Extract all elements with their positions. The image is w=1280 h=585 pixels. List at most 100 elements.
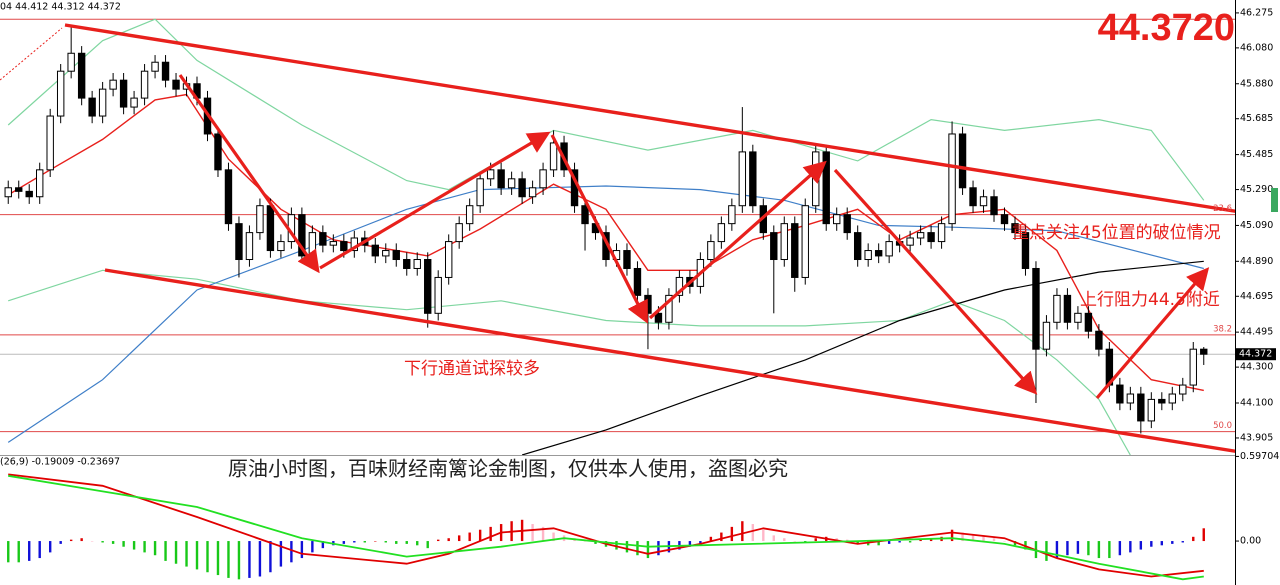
macd-bar — [919, 539, 922, 542]
macd-bar — [552, 532, 555, 542]
macd-bar — [185, 541, 188, 567]
candle-body — [822, 151, 830, 225]
candle-layer — [4, 26, 1208, 434]
y-tick-label: 44.100 — [1240, 397, 1273, 408]
candle-body — [958, 133, 967, 189]
chart-title: 44.3720 — [1098, 7, 1235, 49]
macd-layer — [7, 473, 1205, 581]
candle-body — [266, 205, 275, 252]
macd-bar — [657, 541, 660, 556]
macd-bar — [28, 541, 31, 561]
candle-body — [1063, 294, 1072, 323]
annotation: 上行阻力44.5附近 — [1080, 290, 1220, 310]
macd-bar — [164, 541, 167, 561]
candle-body — [497, 169, 505, 189]
macd-bar — [1045, 541, 1048, 561]
scroll-marker — [1271, 188, 1278, 212]
candle-body — [916, 232, 925, 239]
candle-body — [340, 241, 348, 252]
macd-bar — [101, 541, 104, 543]
channel-upper — [64, 23, 1235, 213]
macd-bar — [646, 541, 650, 559]
macd-bar — [887, 541, 891, 544]
macd-bar — [48, 541, 52, 553]
candle-body — [56, 70, 65, 117]
price-tag-label: 44.372 — [1239, 349, 1272, 360]
annotation: 重点关注45位置的破位情况 — [1012, 223, 1221, 243]
candle-body — [539, 169, 547, 189]
y-tick-label: 45.485 — [1240, 149, 1273, 160]
macd-bar — [206, 541, 209, 573]
candle-body — [308, 232, 317, 257]
macd-bar — [122, 541, 125, 547]
candle-body — [392, 250, 400, 261]
macd-bar — [688, 541, 692, 547]
macd-bar — [153, 541, 157, 556]
candle-body — [549, 142, 558, 171]
candle-body — [1147, 398, 1156, 422]
candle-body — [235, 223, 243, 261]
macd-bar — [982, 535, 985, 542]
info: 04 44.412 44.312 44.372 — [0, 2, 121, 13]
macd-bar — [279, 541, 283, 567]
candle-body — [1126, 393, 1135, 404]
candle-body — [434, 276, 442, 314]
macd-bar — [971, 533, 975, 542]
candle-body — [256, 205, 264, 234]
candle-body — [738, 151, 747, 207]
y-tick-label: 44.695 — [1240, 291, 1273, 302]
candle-body — [140, 70, 149, 99]
macd-bar — [531, 524, 534, 542]
macd-bar — [950, 529, 954, 542]
macd-bar — [478, 529, 482, 542]
macd-bar — [395, 541, 398, 544]
candle-body — [109, 79, 117, 90]
macd-tick-label: 0.59704 — [1240, 451, 1279, 462]
candle-body — [833, 214, 841, 225]
candle-body — [843, 214, 851, 234]
macd-bar — [227, 541, 230, 578]
macd-bar — [384, 541, 387, 543]
candle-body — [224, 169, 233, 225]
macd-bar — [132, 541, 136, 550]
macd-bar — [269, 541, 272, 573]
macd-bar — [1171, 541, 1174, 544]
macd-bar — [699, 541, 702, 544]
macd-bar — [437, 539, 440, 542]
macd-bar — [416, 541, 419, 546]
candle-body — [675, 276, 684, 296]
macd-bar — [1202, 528, 1205, 542]
candle-body — [277, 241, 285, 252]
y-tick-label: 45.685 — [1240, 113, 1273, 124]
candle-body — [1032, 267, 1040, 350]
candle-body — [1200, 348, 1208, 355]
y-tick-label: 44.300 — [1240, 362, 1273, 373]
candle-body — [969, 187, 977, 207]
level-label: 38.2 — [1213, 324, 1232, 334]
macd-bar — [311, 541, 314, 553]
macd-bar — [762, 529, 765, 542]
candle-body — [382, 250, 390, 257]
macd-bar — [468, 532, 471, 542]
macd-bar — [720, 532, 723, 542]
macd-bar — [783, 538, 786, 542]
macd-line — [8, 473, 1204, 578]
candle-body — [15, 187, 23, 192]
y-tick-label: 43.905 — [1240, 432, 1273, 443]
candle-body — [486, 169, 495, 180]
macd-bar — [1087, 541, 1090, 556]
macd-bar — [489, 526, 492, 542]
candle-body — [67, 52, 75, 72]
macd-bar — [625, 541, 629, 553]
y-tick-label: 44.495 — [1240, 327, 1273, 338]
price-tag — [1236, 348, 1276, 361]
macd-bar — [374, 541, 377, 542]
candle-body — [1021, 232, 1030, 269]
arrow — [550, 134, 648, 324]
macd-bar — [69, 539, 73, 542]
channel-lower — [104, 268, 1235, 453]
candle-body — [1000, 214, 1009, 225]
indicator-line — [521, 260, 1204, 455]
candle-body — [1179, 384, 1187, 395]
